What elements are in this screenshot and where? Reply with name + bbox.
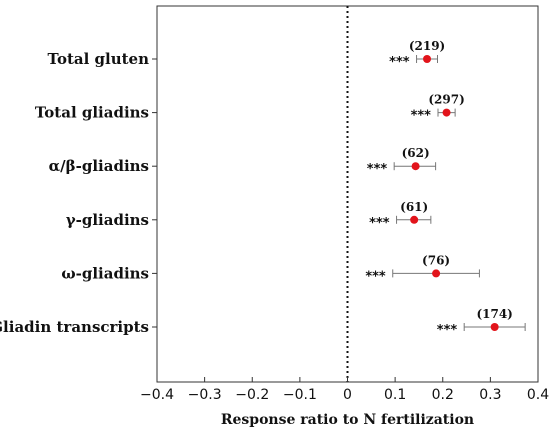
category-label: γ-gliadins xyxy=(66,211,149,229)
significance-label: *** xyxy=(367,162,388,177)
sample-size-label: (76) xyxy=(422,253,450,267)
x-tick-label: 0.3 xyxy=(479,387,501,403)
category-label: α/β-gliadins xyxy=(49,157,149,175)
sample-size-label: (219) xyxy=(409,39,445,53)
x-tick-label: 0 xyxy=(343,387,352,403)
category-label: Gliadin transcripts xyxy=(0,318,149,336)
x-tick-label: −0.1 xyxy=(283,387,317,403)
significance-label: *** xyxy=(411,109,432,124)
category-labels: Total gluten Total gliadins α/β-gliadins γ-… xyxy=(0,50,157,336)
data-point xyxy=(411,162,420,171)
sample-size-label: (297) xyxy=(428,93,464,107)
data-point xyxy=(432,269,441,278)
data-point xyxy=(410,215,419,224)
category-label: Total gluten xyxy=(48,50,150,68)
category-label: ω-gliadins xyxy=(61,264,149,282)
x-tick-label: −0.3 xyxy=(188,387,222,403)
sample-size-label: (174) xyxy=(476,307,512,321)
x-tick-label: −0.4 xyxy=(140,387,174,403)
sample-size-label: (62) xyxy=(402,146,430,160)
x-tick-label: −0.2 xyxy=(235,387,269,403)
significance-label: *** xyxy=(365,269,386,284)
category-label: Total gliadins xyxy=(35,104,149,122)
x-tick-label: 0.4 xyxy=(527,387,549,403)
x-axis-ticks: −0.4 −0.3 −0.2 −0.1 0 0.1 0.2 0.3 0.4 xyxy=(140,377,549,403)
data-markers: (219) *** (297) *** (62) *** (61) *** (76) *** (17… xyxy=(365,39,526,338)
x-tick-label: 0.1 xyxy=(384,387,406,403)
data-point xyxy=(442,108,451,117)
data-point xyxy=(490,323,499,331)
sample-size-label: (61) xyxy=(400,200,428,214)
x-tick-label: 0.2 xyxy=(432,387,454,403)
data-point xyxy=(423,55,432,63)
significance-label: *** xyxy=(437,323,458,338)
x-axis-title: Response ratio to N fertilization xyxy=(221,412,474,428)
significance-label: *** xyxy=(389,55,410,70)
significance-label: *** xyxy=(369,216,390,231)
